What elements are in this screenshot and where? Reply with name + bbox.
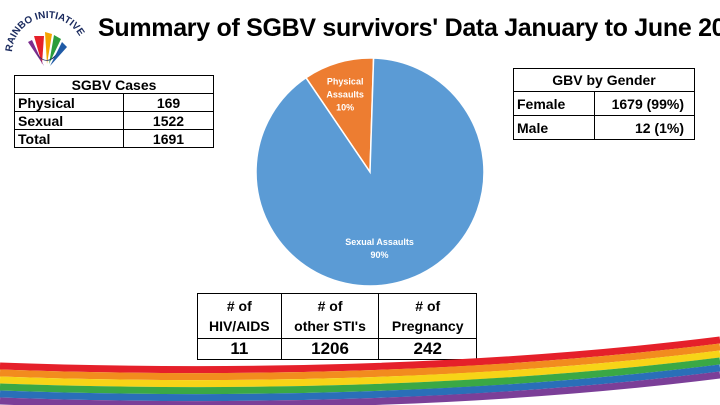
logo-text: RAINBO INITIATIVE: [4, 10, 86, 53]
sgbv-cases-header: SGBV Cases: [14, 75, 214, 94]
pie-slice-sexual-assaults: [255, 57, 485, 287]
case-label: Total: [14, 129, 124, 148]
table-row: Sexual 1522: [14, 111, 214, 130]
case-label: Physical: [14, 93, 124, 112]
svg-text:RAINBO INITIATIVE: RAINBO INITIATIVE: [4, 10, 86, 53]
sti-header: # of other STI's: [280, 293, 380, 339]
health-outcomes-table: # of HIV/AIDS # of other STI's # of Pregnan…: [197, 293, 477, 360]
gbv-by-gender-table: GBV by Gender Female 1679 (99%) Male 12 …: [513, 68, 695, 140]
assaults-pie-chart: Physical Assaults 10% Sexual Assaults 90%: [255, 57, 485, 287]
table-row: Physical 169: [14, 93, 214, 112]
sgbv-cases-table: SGBV Cases Physical 169 Sexual 1522 Tota…: [14, 75, 214, 148]
case-value: 1522: [123, 111, 214, 130]
pie-slice-physical-assaults: [304, 57, 375, 175]
logo-hands-icon: [28, 32, 67, 66]
sti-value: 1206: [280, 338, 380, 360]
pie-label-physical-assaults: Physical Assaults 10%: [326, 77, 364, 113]
gbv-gender-header: GBV by Gender: [513, 68, 695, 92]
pregnancy-value: 242: [378, 338, 477, 360]
gender-value: 1679 (99%): [594, 91, 695, 116]
rainbo-initiative-logo: RAINBO INITIATIVE: [4, 10, 86, 66]
table-row: Male 12 (1%): [513, 115, 695, 140]
case-label: Sexual: [14, 111, 124, 130]
table-row: Total 1691: [14, 129, 214, 148]
page-title: Summary of SGBV survivors' Data January …: [98, 14, 720, 42]
gender-value: 12 (1%): [594, 115, 695, 140]
table-row: 11 1206 242: [197, 338, 477, 360]
case-value: 1691: [123, 129, 214, 148]
gender-label: Female: [513, 91, 595, 116]
gender-label: Male: [513, 115, 595, 140]
rainbow-swoosh-decoration: [0, 336, 720, 405]
case-value: 169: [123, 93, 214, 112]
hiv-header: # of HIV/AIDS: [197, 293, 282, 339]
table-row: Female 1679 (99%): [513, 91, 695, 116]
pie-label-sexual-assaults: Sexual Assaults 90%: [345, 237, 414, 260]
